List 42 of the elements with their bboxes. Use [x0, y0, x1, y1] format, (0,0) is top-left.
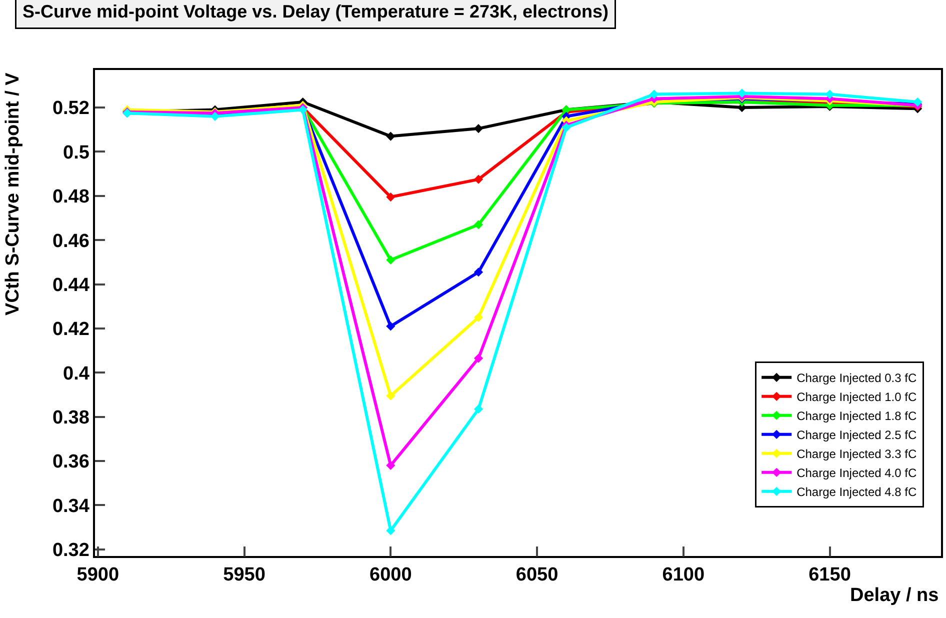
point — [913, 97, 922, 107]
chart-title: S-Curve mid-point Voltage vs. Delay (Temperature = 273K, electrons) — [22, 2, 609, 22]
point — [386, 255, 396, 265]
y-axis-title: VCth S-Curve mid-point / V — [2, 72, 24, 316]
point — [386, 192, 396, 202]
x-axis-title: Delay / ns — [850, 585, 939, 606]
legend-label: Charge Injected 3.3 fC — [796, 447, 917, 462]
legend-label: Charge Injected 4.8 fC — [796, 485, 917, 500]
x-tick-label: 6050 — [516, 564, 558, 586]
x-tick-label: 6000 — [370, 564, 412, 586]
legend-label: Charge Injected 1.0 fC — [796, 390, 917, 404]
point — [386, 460, 396, 470]
point — [386, 391, 396, 400]
point — [386, 526, 396, 536]
point — [474, 124, 484, 134]
y-tick-label: 0.38 — [52, 407, 90, 428]
point — [474, 268, 484, 277]
y-tick-label: 0.4 — [63, 363, 90, 384]
y-tick-label: 0.32 — [52, 540, 90, 562]
point — [474, 220, 484, 230]
legend-label: Charge Injected 4.0 fC — [796, 466, 917, 480]
x-tick-label: 5950 — [223, 564, 266, 586]
y-tick-label: 0.34 — [52, 496, 90, 517]
point — [386, 132, 396, 141]
x-tick-label: 6150 — [808, 564, 851, 586]
legend-label: Charge Injected 0.3 fC — [796, 371, 917, 386]
y-tick-label: 0.48 — [52, 186, 90, 208]
y-tick-label: 0.52 — [52, 98, 90, 120]
y-tick-label: 0.36 — [52, 452, 90, 473]
y-tick-label: 0.46 — [52, 230, 90, 252]
x-tick-label: 5900 — [76, 564, 120, 586]
x-tick-label: 6100 — [662, 564, 705, 586]
y-tick-label: 0.5 — [63, 142, 90, 164]
point — [474, 174, 484, 184]
point — [474, 354, 484, 363]
legend-label: Charge Injected 1.8 fC — [796, 409, 917, 424]
y-tick-label: 0.42 — [52, 319, 90, 340]
point — [386, 322, 396, 331]
point — [474, 404, 484, 414]
point — [474, 312, 484, 322]
y-tick-label: 0.44 — [52, 274, 90, 296]
legend-label: Charge Injected 2.5 fC — [796, 428, 917, 442]
